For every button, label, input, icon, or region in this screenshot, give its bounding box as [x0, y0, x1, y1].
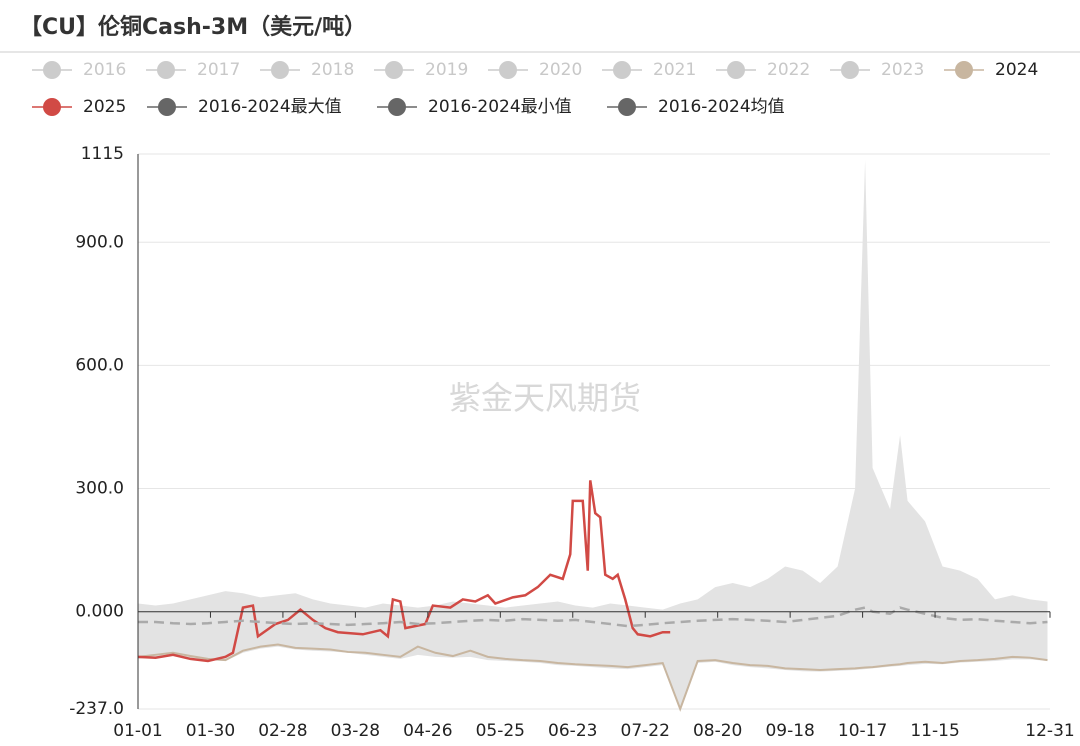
legend-label: 2023 [881, 60, 924, 80]
legend-marker [385, 61, 403, 79]
x-tick-label: 08-20 [693, 721, 742, 741]
legend-label: 2016-2024最小值 [428, 97, 572, 117]
legend-marker [271, 61, 289, 79]
legend-marker [499, 61, 517, 79]
y-tick-label: 300.0 [75, 479, 124, 499]
legend-label: 2017 [197, 60, 240, 80]
series-line [138, 606, 1048, 628]
legend-label: 2025 [83, 97, 126, 117]
y-tick-label: 0.000 [75, 602, 124, 622]
legend-label: 2024 [995, 60, 1038, 80]
legend-item[interactable]: 2016-2024最大值 [147, 97, 342, 117]
legend-label: 2018 [311, 60, 354, 80]
legend-marker [618, 98, 636, 116]
x-tick-label: 11-15 [910, 721, 959, 741]
legend-item[interactable]: 2016 [32, 60, 126, 80]
x-tick-label: 04-26 [403, 721, 452, 741]
legend-item[interactable]: 2018 [260, 60, 354, 80]
x-tick-label: 02-28 [258, 721, 307, 741]
legend-marker [955, 61, 973, 79]
x-tick-label: 10-17 [838, 721, 887, 741]
chart-title: 【CU】伦铜Cash-3M（美元/吨） [20, 14, 366, 40]
legend-item[interactable]: 2016-2024最小值 [377, 97, 572, 117]
legend-item[interactable]: 2017 [146, 60, 240, 80]
legend-label: 2016-2024均值 [658, 97, 785, 117]
watermark: 紫金天风期货 [449, 379, 641, 417]
y-tick-label: 600.0 [75, 355, 124, 375]
legend-marker [158, 98, 176, 116]
series-line [137, 480, 671, 663]
legend-label: 2016 [83, 60, 126, 80]
legend-marker [43, 61, 61, 79]
legend-marker [43, 98, 61, 116]
x-tick-label: 05-25 [476, 721, 525, 741]
legend-marker [613, 61, 631, 79]
legend-marker [157, 61, 175, 79]
x-tick-label: 09-18 [765, 721, 814, 741]
legend-label: 2019 [425, 60, 468, 80]
legend-item[interactable]: 2020 [488, 60, 582, 80]
legend-item[interactable]: 2025 [32, 97, 126, 117]
x-tick-label: 01-01 [113, 721, 162, 741]
legend-item[interactable]: 2024 [944, 60, 1038, 80]
legend-item[interactable]: 2021 [602, 60, 696, 80]
legend-marker [727, 61, 745, 79]
legend-item[interactable]: 2023 [830, 60, 924, 80]
legend-label: 2022 [767, 60, 810, 80]
y-tick-label: 1115 [81, 144, 124, 164]
legend-marker [388, 98, 406, 116]
legend-item[interactable]: 2022 [716, 60, 810, 80]
x-tick-label: 07-22 [621, 721, 670, 741]
legend-marker [841, 61, 859, 79]
legend-item[interactable]: 2016-2024均值 [607, 97, 785, 117]
legend-item[interactable]: 2019 [374, 60, 468, 80]
legend-label: 2016-2024最大值 [198, 97, 342, 117]
x-tick-label: 01-30 [186, 721, 235, 741]
x-tick-label: 03-28 [331, 721, 380, 741]
y-tick-label: -237.0 [69, 699, 124, 719]
series-line [137, 643, 1048, 712]
y-tick-label: 900.0 [75, 232, 124, 252]
legend-label: 2021 [653, 60, 696, 80]
x-tick-label: 06-23 [548, 721, 597, 741]
x-tick-label: 12-31 [1025, 721, 1074, 741]
legend-label: 2020 [539, 60, 582, 80]
